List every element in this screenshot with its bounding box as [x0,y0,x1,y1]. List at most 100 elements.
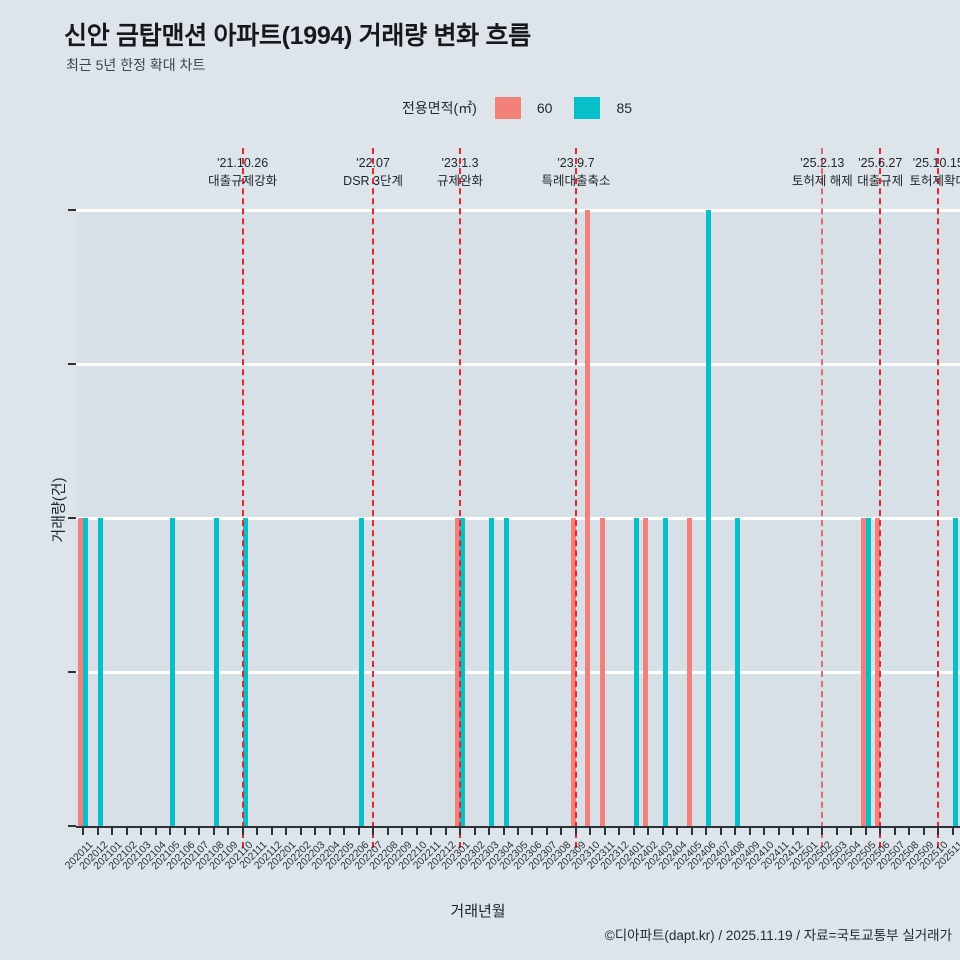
x-tick-mark [603,826,606,835]
x-tick-mark [705,826,708,835]
bar [865,518,871,826]
x-tick-mark [285,826,288,835]
legend-label-85: 85 [616,100,633,116]
event-annotation-text: 규제완화 [437,174,484,188]
x-tick-mark [125,826,128,835]
bar [662,518,668,826]
bar [952,518,958,826]
x-tick-mark [777,826,780,835]
x-tick-mark [879,826,882,835]
event-annotation-date: '25.6.27 [858,156,903,170]
event-annotation-date: '25.10.15 [912,156,960,170]
bar [358,518,364,826]
x-tick-mark [96,826,99,835]
bar [460,518,466,826]
event-annotation: '21.10.26 대출규제강화 [208,154,277,190]
x-tick-mark [661,826,664,835]
bar [643,518,649,826]
bar [686,518,692,826]
x-tick-mark [589,826,592,835]
page-subtitle: 최근 5년 한정 확대 차트 [66,57,206,73]
y-axis-label: 거래량(건) [50,477,68,543]
x-tick-mark [545,826,548,835]
legend: 전용면적(㎡) 60 85 [402,95,654,121]
x-tick-mark [647,826,650,835]
bar [735,518,741,826]
x-tick-mark [690,826,693,835]
y-tick-mark [68,825,76,827]
bar [213,518,219,826]
x-tick-mark [821,826,824,835]
page-title: 신안 금탑맨션 아파트(1994) 거래량 변화 흐름 [64,22,531,50]
x-tick-mark [227,826,230,835]
x-tick-mark [401,826,404,835]
bar [633,518,639,826]
bar [97,518,103,826]
x-tick-mark [574,826,577,835]
x-tick-mark [343,826,346,835]
x-tick-mark [517,826,519,835]
x-tick-mark [937,826,940,835]
x-tick-mark [415,826,418,835]
x-tick-mark [430,826,433,835]
bar [503,518,509,826]
footer-credit: ©디아파트(dapt.kr) / 2025.11.19 / 자료=국토교통부 실… [604,928,952,943]
event-annotation: '23.1.3 규제완화 [437,154,483,190]
event-annotation: '25.10.15 토허제확대 [909,154,960,190]
event-line [372,148,375,848]
event-annotation: '25.6.27 대출규제 [857,154,903,190]
bar [489,518,495,826]
x-tick-mark [372,826,375,835]
x-tick-mark [806,826,809,835]
event-line [937,148,940,848]
x-axis-label: 거래년월 [450,903,506,920]
legend-swatch-85 [574,97,601,119]
event-annotation-text: DSR 3단계 [343,174,403,188]
x-tick-mark [198,826,201,835]
bar [585,210,591,826]
legend-swatch-60 [494,97,521,119]
x-tick-mark [169,826,172,835]
x-tick-mark [922,826,925,835]
x-tick-mark [183,826,186,835]
x-tick-mark [502,826,505,835]
x-tick-mark [951,826,954,835]
x-tick-mark [111,826,114,835]
event-annotation-date: '21.10.26 [217,156,269,170]
y-tick-mark [68,363,76,365]
event-annotation-date: '23.9.7 [557,156,595,170]
event-annotation-date: '23.1.3 [441,156,479,170]
x-tick-mark [893,826,896,835]
event-annotation-text: 토허제확대 [909,174,960,188]
x-tick-mark [763,826,766,835]
x-tick-mark [792,826,795,835]
x-tick-mark [459,826,462,835]
x-tick-mark [560,826,563,835]
x-tick-mark [357,826,360,835]
event-annotation-text: 대출규제 [857,174,904,188]
x-tick-mark [835,826,838,835]
event-line [241,148,244,848]
event-line [459,148,462,848]
event-annotation-text: 특례대출축소 [541,174,611,188]
x-tick-mark [676,826,679,835]
gridline [76,516,960,520]
x-tick-mark [444,826,447,835]
gridline [76,208,960,212]
bar [599,518,605,826]
x-tick-mark [748,826,751,835]
bar [570,518,576,826]
x-tick-mark [531,826,534,835]
x-tick-mark [241,826,244,835]
x-tick-mark [270,826,273,835]
x-tick-mark [473,826,476,835]
legend-label-60: 60 [536,100,553,116]
x-tick-mark [719,826,722,835]
event-line [574,148,577,848]
x-tick-mark [154,826,157,835]
bar [242,518,248,826]
bar [860,518,866,826]
y-tick-mark [68,517,76,519]
event-annotation-date: '22.07 [356,156,390,170]
